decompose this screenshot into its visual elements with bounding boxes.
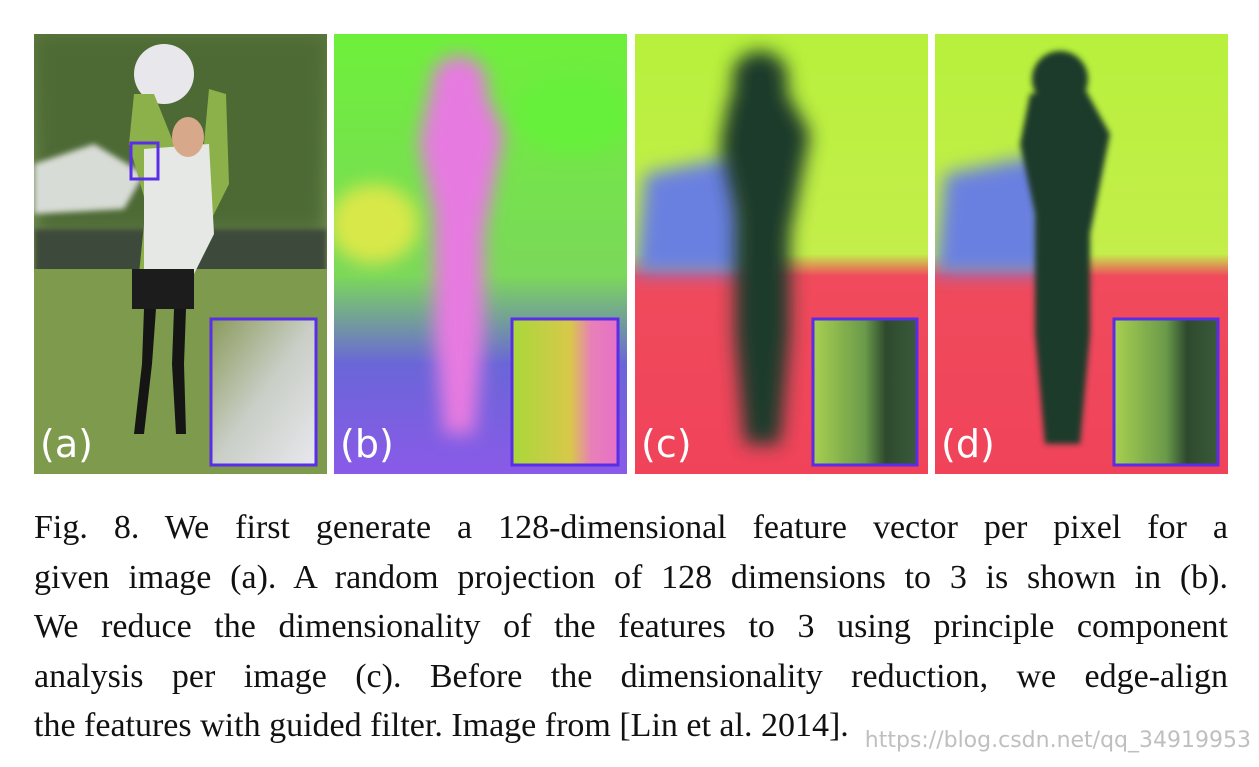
watermark: https://blog.csdn.net/qq_34919953 — [864, 728, 1251, 753]
panel-label: (d) — [941, 422, 995, 466]
caption-line: the features with guided filter. Image f… — [34, 707, 849, 744]
caption-line: Fig. 8. We first generate a 128-dimensio… — [34, 509, 1228, 546]
panel-a: (a) — [34, 34, 327, 474]
caption-line: We reduce the dimensionality of the feat… — [34, 608, 1228, 645]
caption: Fig. 8. We first generate a 128-dimensio… — [34, 503, 1228, 751]
caption-line: analysis per image (c). Before the dimen… — [34, 657, 1228, 695]
panel-b: (b) — [334, 34, 627, 474]
panel-label: (a) — [40, 422, 93, 466]
caption-line: given image (a). A random projection of … — [34, 558, 1228, 596]
panel-label: (c) — [641, 422, 692, 466]
panel-c: (c) — [635, 34, 928, 474]
panel-label: (b) — [340, 422, 394, 466]
panel-d: (d) — [935, 34, 1228, 474]
